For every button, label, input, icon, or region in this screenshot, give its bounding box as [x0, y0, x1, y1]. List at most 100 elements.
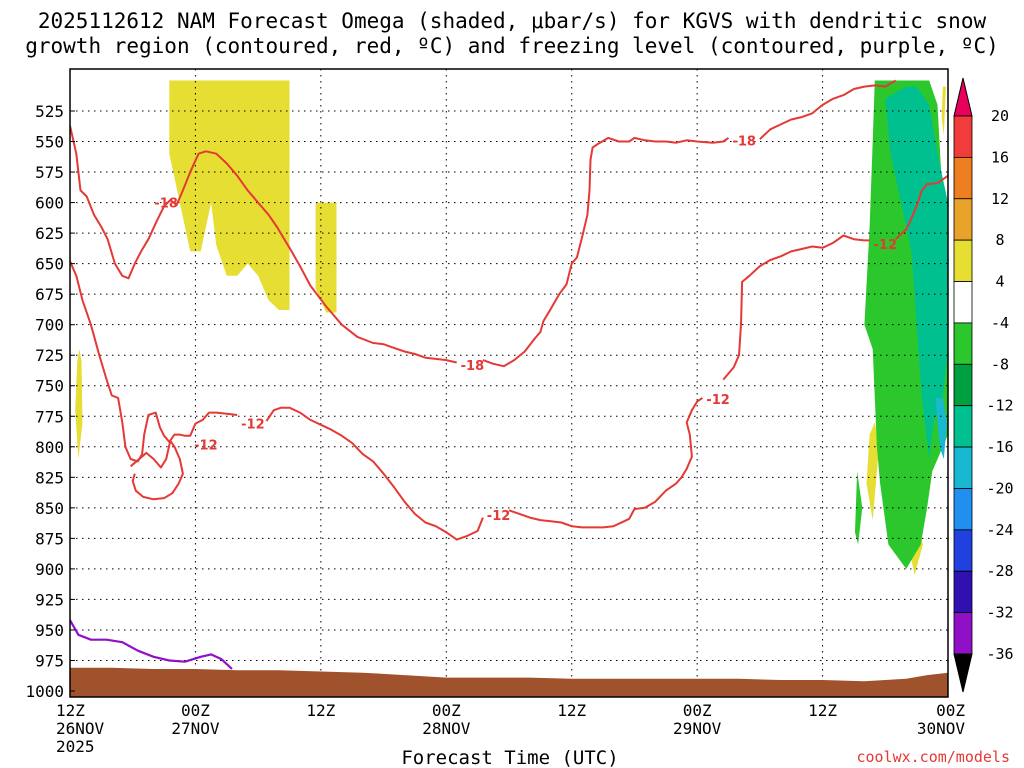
omega-region-9 — [885, 86, 948, 459]
x-tick-2-line1: 12Z — [306, 701, 335, 720]
y-tick-600: 600 — [35, 194, 64, 213]
colorbar-swatch-5 — [953, 281, 973, 324]
x-tick-3-line1: 00Z — [432, 701, 461, 720]
x-tick-7-line1: 00Z — [936, 701, 965, 720]
dgz-contour-4 — [265, 406, 484, 541]
colorbar-label-3: 8 — [995, 231, 1004, 249]
omega-region-0 — [169, 80, 290, 310]
y-tick-925: 925 — [35, 590, 64, 609]
colorbar-label-8: -16 — [986, 438, 1013, 456]
omega-region-10 — [935, 397, 947, 459]
y-tick-650: 650 — [35, 255, 64, 274]
colorbar: 20 16 12 8 4 -4 -8 -12 -16 -20 -24 -28 -32 -36 — [953, 77, 1014, 693]
dgz-contour-6 — [722, 234, 870, 381]
y-tick-550: 550 — [35, 133, 64, 152]
colorbar-label-11: -28 — [986, 562, 1013, 580]
y-axis-ticks: 525 550 575 600 625 650 675 700 725 750 775 800 825 8… — [25, 102, 75, 701]
omega-region-2 — [75, 349, 83, 459]
dgz-contour-label-7: -12 — [874, 238, 898, 253]
colorbar-swatch-7 — [953, 363, 973, 407]
y-tick-950: 950 — [35, 621, 64, 640]
dgz-contour-label-5: -12 — [487, 509, 511, 524]
dgz-contour-7 — [895, 174, 948, 240]
chart-title-line1: 2025112612 NAM Forecast Omega (shaded, μ… — [38, 9, 987, 33]
colorbar-swatch-4 — [953, 239, 973, 282]
y-tick-675: 675 — [35, 285, 64, 304]
omega-region-4 — [866, 422, 879, 521]
colorbar-top-arrow — [953, 77, 973, 117]
colorbar-label-9: -20 — [986, 479, 1013, 497]
dgz-contour-5 — [508, 397, 703, 529]
terrain — [70, 667, 948, 697]
x-tick-0-line3: 2025 — [56, 737, 95, 756]
colorbar-label-1: 16 — [991, 148, 1009, 166]
y-tick-825: 825 — [35, 468, 64, 487]
y-tick-875: 875 — [35, 529, 64, 548]
y-tick-525: 525 — [35, 102, 64, 121]
freezing-contour-0 — [70, 619, 233, 670]
y-tick-775: 775 — [35, 407, 64, 426]
y-tick-975: 975 — [35, 651, 64, 670]
plot-frame — [69, 68, 949, 698]
x-tick-1-line2: 27NOV — [171, 719, 220, 738]
omega-region-8 — [855, 471, 863, 545]
dgz-contour-label-6: -12 — [706, 393, 730, 408]
colorbar-label-10: -24 — [986, 521, 1013, 539]
colorbar-label-5: -4 — [991, 314, 1009, 332]
colorbar-swatch-6 — [953, 322, 973, 365]
y-tick-850: 850 — [35, 499, 64, 518]
colorbar-swatch-1 — [953, 115, 973, 158]
dgz-contour-label-4: -12 — [241, 418, 265, 433]
plot-area: -18 -18 -18 -12 -12 -12 -12 -12 — [69, 68, 949, 698]
gridlines — [70, 69, 948, 697]
dgz-contour-8 — [129, 439, 184, 501]
dgz-contour-1 — [482, 136, 730, 368]
y-tick-1000: 1000 — [25, 682, 64, 701]
y-tick-625: 625 — [35, 224, 64, 243]
colorbar-label-0: 20 — [991, 107, 1009, 125]
y-tick-750: 750 — [35, 377, 64, 396]
x-tick-0-line2: 26NOV — [56, 719, 105, 738]
x-tick-1-line1: 00Z — [181, 701, 210, 720]
y-tick-700: 700 — [35, 316, 64, 335]
dgz-contour-label-0: -18 — [154, 197, 178, 212]
colorbar-swatch-12 — [953, 570, 973, 614]
y-tick-575: 575 — [35, 163, 64, 182]
colorbar-swatch-3 — [953, 198, 973, 241]
colorbar-swatch-9 — [953, 446, 973, 489]
dgz-contour-label-3: -12 — [194, 438, 218, 453]
colorbar-label-6: -8 — [991, 355, 1009, 373]
dgz-contour-3 — [70, 260, 238, 463]
credit-text: coolwx.com/models — [856, 748, 1010, 766]
plot-inner: -18 -18 -18 -12 -12 -12 -12 -12 — [70, 69, 948, 697]
colorbar-label-7: -12 — [986, 397, 1013, 415]
colorbar-bottom-arrow — [953, 653, 973, 693]
colorbar-swatch-13 — [953, 612, 973, 655]
colorbar-swatch-8 — [953, 405, 973, 448]
colorbar-label-13: -36 — [986, 645, 1013, 663]
x-tick-6-line1: 12Z — [808, 701, 837, 720]
omega-region-6 — [941, 86, 946, 136]
x-tick-7-line2: 30NOV — [917, 719, 966, 738]
colorbar-swatch-10 — [953, 488, 973, 531]
y-tick-800: 800 — [35, 438, 64, 457]
x-tick-5-line2: 29NOV — [673, 719, 722, 738]
x-tick-3-line2: 28NOV — [422, 719, 471, 738]
x-axis-label: Forecast Time (UTC) — [401, 747, 618, 768]
y-tick-900: 900 — [35, 560, 64, 579]
dgz-contour-2 — [759, 79, 897, 140]
dgz-contour-label-1: -18 — [461, 359, 485, 374]
colorbar-label-2: 12 — [991, 190, 1009, 208]
x-tick-4-line1: 12Z — [557, 701, 586, 720]
colorbar-label-12: -32 — [986, 604, 1013, 622]
colorbar-swatch-2 — [953, 156, 973, 200]
dgz-contour-label-2: -18 — [732, 134, 756, 149]
dgz-contour-0 — [70, 125, 457, 364]
x-tick-5-line1: 00Z — [683, 701, 712, 720]
colorbar-label-4: 4 — [995, 273, 1004, 291]
x-tick-0-line1: 12Z — [56, 701, 85, 720]
y-tick-725: 725 — [35, 346, 64, 365]
chart-title-line2: growth region (contoured, red, ºC) and f… — [25, 34, 999, 58]
